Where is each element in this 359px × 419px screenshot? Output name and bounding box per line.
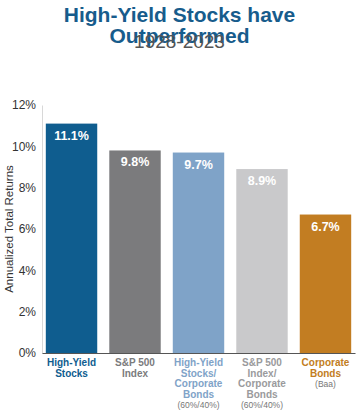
y-tick: 2%: [19, 305, 42, 319]
x-tick: High-YieldStocks/CorporateBonds(60%/40%): [174, 353, 223, 410]
y-tick: 8%: [19, 181, 42, 195]
data-label: 9.8%: [121, 155, 150, 169]
x-axis: High-YieldStocks S&P 500Index High-YieldSt…: [43, 353, 356, 410]
x-tick-label: S&P 500Index/CorporateBonds(60%/40%): [238, 357, 286, 410]
bar: [109, 150, 160, 353]
y-tick-label: 10%: [12, 140, 36, 154]
y-tick-label: 8%: [19, 181, 37, 195]
y-tick: 0%: [19, 346, 42, 360]
bar: [46, 124, 97, 353]
y-tick-label: 0%: [19, 346, 37, 360]
y-tick-label: 2%: [19, 305, 37, 319]
x-tick-label: High-YieldStocks/CorporateBonds(60%/40%): [174, 357, 223, 410]
data-label: 9.7%: [184, 158, 213, 172]
y-tick-label: 6%: [19, 222, 37, 236]
y-tick: 6%: [19, 222, 42, 236]
y-tick: 4%: [19, 264, 42, 278]
bar: [173, 153, 224, 353]
bars: [46, 124, 351, 353]
y-tick-label: 12%: [12, 98, 36, 112]
x-tick-label: High-YieldStocks: [47, 357, 96, 379]
subtitle: 1928-2023: [134, 31, 225, 52]
x-tick-label: S&P 500Index: [115, 357, 155, 379]
y-axis-title: Annualized Total Returns: [3, 165, 15, 293]
bar: [236, 169, 287, 353]
y-tick: 10%: [12, 140, 42, 154]
bar: [300, 215, 351, 353]
y-axis: 0% 2% 4% 6% 8% 10% 12%: [12, 98, 43, 360]
x-tick: High-YieldStocks: [47, 353, 96, 379]
x-axis-line: [43, 353, 356, 354]
x-tick: CorporateBonds(Baa): [302, 353, 350, 389]
x-tick: S&P 500Index: [115, 353, 155, 379]
chart: High-Yield Stocks haveOutperformed1928-2…: [0, 0, 359, 419]
x-tick: S&P 500Index/CorporateBonds(60%/40%): [238, 353, 286, 410]
data-labels: 11.1% 9.8% 9.7% 8.9% 6.7%: [54, 129, 340, 234]
y-axis-line: [42, 106, 43, 354]
y-tick-label: 4%: [19, 264, 37, 278]
data-label: 8.9%: [248, 174, 277, 188]
data-label: 11.1%: [54, 129, 89, 143]
data-label: 6.7%: [311, 220, 340, 234]
y-tick: 12%: [12, 98, 42, 112]
x-tick-label: CorporateBonds(Baa): [302, 357, 350, 389]
